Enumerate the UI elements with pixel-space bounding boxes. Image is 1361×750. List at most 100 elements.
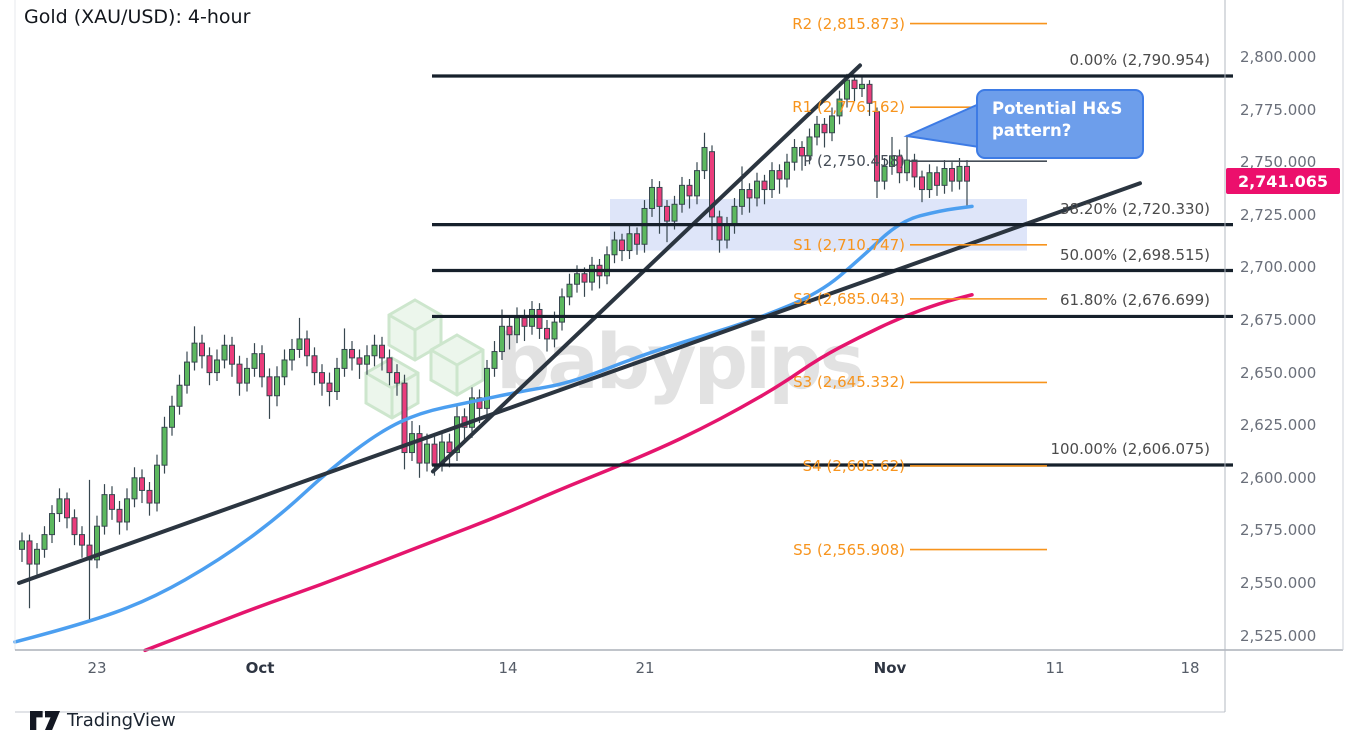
candle-down [349,348,355,359]
candle-down [716,216,723,241]
candle-down [506,325,513,336]
candle-up [281,359,288,378]
candle-up [454,416,460,454]
candle-up [514,317,520,336]
candle-down [799,146,805,157]
candle-down [416,433,423,464]
tradingview-brand-text: TradingView [67,710,176,731]
candle-down [79,534,85,546]
candle-up [754,180,760,199]
candle-down [476,397,483,409]
candle-up [296,338,303,350]
candle-up [904,159,910,174]
candle-up [19,540,25,550]
candle-up [551,321,558,340]
candle-down [911,159,918,178]
candle-down [229,344,235,365]
candle-down [664,205,670,222]
candle-up [334,367,340,393]
candle-up [694,170,700,197]
candle-up [491,351,498,369]
candle-up [956,165,963,182]
candle-down [356,357,363,365]
candle-up [731,205,738,226]
candle-up [289,348,295,361]
candle-up [926,172,933,191]
candle-down [259,353,265,378]
candle-down [206,355,213,374]
candle-up [739,189,745,207]
candle-up [679,184,685,205]
candle-up [859,83,865,90]
candle-down [934,172,940,186]
callout-line-2: pattern? [992,120,1072,140]
candle-up [101,494,108,527]
candle-down [544,327,550,340]
candle-up [341,348,348,369]
candle-up [424,443,430,464]
candle-up [221,344,228,361]
candle-down [656,186,663,207]
candle-up [131,477,138,500]
last-price-badge: 2,741.065 [1226,168,1340,194]
candle-up [611,239,618,256]
candle-up [161,426,168,466]
candle-down [446,441,453,454]
candle-up [191,342,198,363]
candle-down [634,233,640,245]
candle-up [671,203,678,222]
chart-title: Gold (XAU/USD): 4-hour [24,6,251,28]
candle-down [394,372,400,384]
candle-down [64,498,70,519]
candle-down [386,357,393,374]
candle-up [364,355,370,365]
candle-up [724,224,730,241]
candle-up [769,170,775,191]
trendline-long-support[interactable] [17,181,1142,585]
candle-down [536,308,543,329]
tradingview-attribution[interactable]: TradingView [30,710,176,731]
callout-tail[interactable] [903,102,980,149]
candle-down [686,184,693,197]
candle-up [604,254,610,277]
candle-down [761,180,768,191]
candle-down [236,363,243,384]
candle-down [776,170,783,180]
candle-up [184,361,190,386]
babypips-cubes-icon [364,298,485,420]
tradingview-logo-icon [30,711,60,730]
candle-up [56,498,63,515]
candle-down [109,494,115,510]
trendline-steep-rally[interactable] [431,63,862,474]
candle-down [949,168,955,182]
candle-up [41,534,48,550]
candle-up [881,165,888,182]
candle-up [214,359,220,374]
candle-down [379,344,385,359]
candle-up [484,367,490,409]
candle-up [784,161,790,180]
candle-up [559,296,565,323]
candle-up [94,525,100,561]
candle-up [641,207,648,245]
candle-down [866,83,873,104]
candle-up [169,405,175,428]
candle-down [431,443,438,466]
candle-up [499,325,505,353]
candle-up [791,146,798,163]
candle-down [874,111,880,182]
ma-slow-pink [143,293,974,653]
candle-down [709,151,715,218]
candle-up [176,384,183,407]
candle-up [574,273,580,285]
candle-up [829,115,835,134]
candle-up [469,397,475,428]
candle-up [649,186,655,209]
candle-up [589,264,595,283]
hs-pattern-callout[interactable]: Potential H&S pattern? [976,89,1144,159]
candle-down [71,517,78,536]
candle-up [814,123,820,138]
candle-down [311,355,318,374]
candle-up [566,283,573,298]
